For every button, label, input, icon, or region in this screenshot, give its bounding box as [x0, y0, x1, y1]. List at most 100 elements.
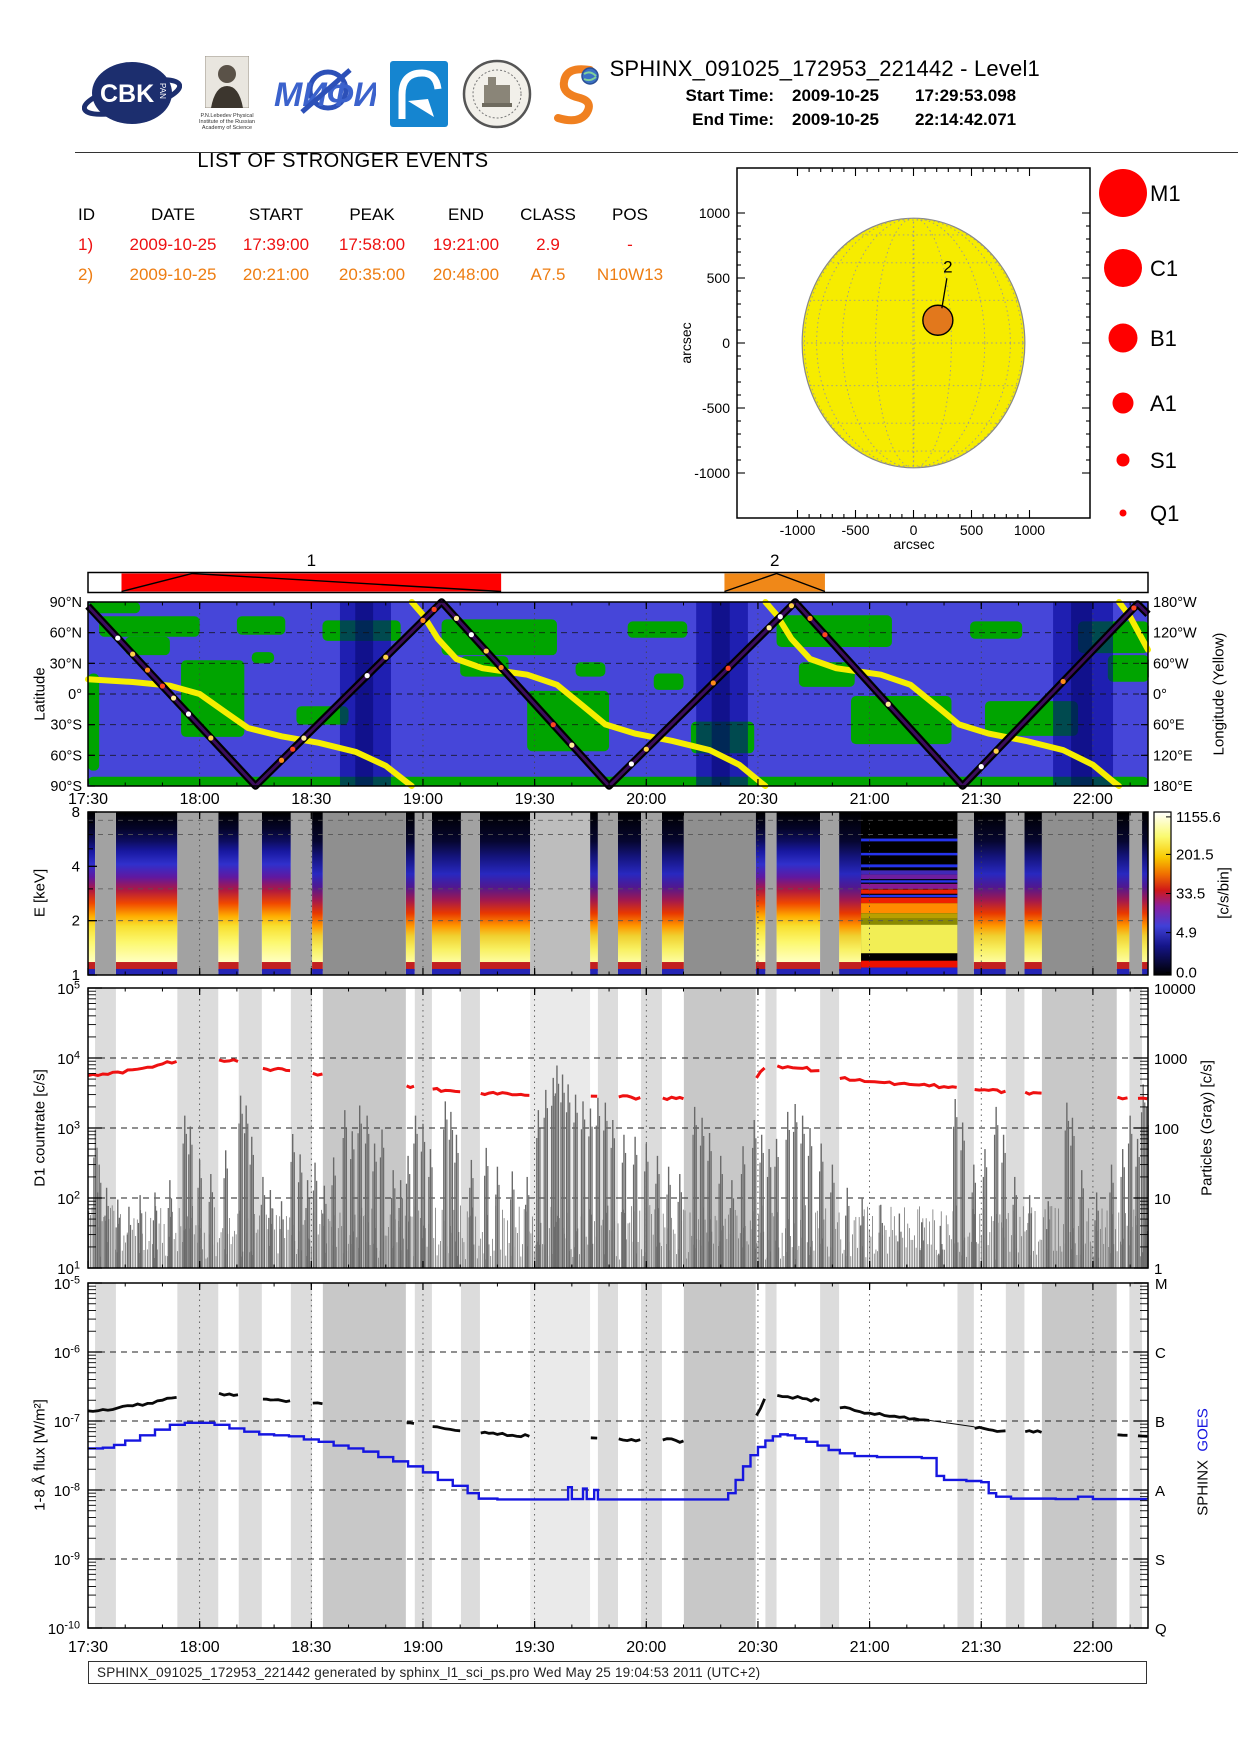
svg-text:1: 1	[307, 551, 316, 570]
pan-text: PAN	[158, 83, 167, 99]
flare-position-spot	[922, 304, 954, 336]
longitude-track	[762, 599, 1122, 789]
flux-panel: 10-5 10-6 10-7 10-8 10-9 10-10 M C B A S Q 17:30 18:0…	[48, 1274, 1168, 1656]
svg-text:30°S: 30°S	[50, 718, 82, 734]
svg-text:60°E: 60°E	[1153, 718, 1185, 734]
legend-circle-B1	[1108, 323, 1138, 353]
svg-text:0: 0	[910, 522, 918, 538]
svg-text:60°S: 60°S	[50, 748, 82, 764]
svg-text:B: B	[1155, 1414, 1165, 1431]
legend-circle-C1	[1104, 249, 1142, 287]
svg-text:2: 2	[72, 913, 80, 930]
map-ylabel: Latitude	[31, 667, 49, 721]
event-row: 2) 2009-10-25 20:21:00 20:35:00 20:48:00 A7.5…	[78, 265, 664, 284]
start-time-label: Start Time:	[685, 86, 775, 105]
svg-text:500: 500	[707, 270, 731, 286]
svg-text:120°W: 120°W	[1153, 626, 1197, 642]
svg-text:103: 103	[57, 1119, 80, 1138]
svg-text:10-8: 10-8	[54, 1481, 80, 1500]
svg-text:A: A	[1155, 1483, 1165, 1500]
svg-text:10-7: 10-7	[54, 1412, 80, 1431]
svg-text:21:00: 21:00	[850, 791, 890, 808]
svg-text:17:30: 17:30	[68, 791, 108, 808]
cbk-pan-logo: CBK PAN	[82, 61, 182, 124]
svg-text:19:30: 19:30	[515, 791, 555, 808]
lebedev-institute-logo: P.N.Lebedev Physical Institute of the Ru…	[196, 55, 258, 131]
svg-text:18:00: 18:00	[180, 1639, 220, 1656]
legend-circle-S1	[1116, 453, 1130, 467]
d1-countrate-curve	[87, 1058, 1148, 1102]
svg-text:100: 100	[1154, 1121, 1179, 1138]
flux-series-label: SPHINX GOES	[1195, 1408, 1212, 1516]
goes-series-label: GOES	[1194, 1408, 1212, 1452]
event-span-1	[121, 573, 502, 592]
svg-text:10-5: 10-5	[54, 1274, 80, 1293]
svg-text:10000: 10000	[1154, 981, 1196, 998]
svg-text:1000: 1000	[699, 205, 730, 221]
svg-text:101: 101	[57, 1259, 80, 1278]
svg-text:C1: C1	[1150, 256, 1178, 281]
svg-text:1000: 1000	[1154, 1051, 1187, 1068]
svg-text:201.5: 201.5	[1176, 846, 1214, 863]
colorbar-label: [c/s/bin]	[1215, 867, 1233, 919]
header-times: Start Time: 2009-10-25 17:29:53.098 End …	[600, 86, 1040, 134]
end-date: 2009-10-25	[792, 110, 879, 129]
particles-spikes	[93, 1065, 1149, 1268]
svg-text:A1: A1	[1150, 391, 1177, 416]
svg-text:60°W: 60°W	[1153, 656, 1189, 672]
svg-text:22:00: 22:00	[1073, 791, 1113, 808]
svg-text:M: M	[1155, 1276, 1168, 1293]
svg-text:S: S	[1155, 1552, 1165, 1569]
svg-text:20:00: 20:00	[626, 1639, 666, 1656]
svg-text:105: 105	[57, 979, 80, 998]
svg-text:180°W: 180°W	[1153, 595, 1197, 611]
svg-text:17:30: 17:30	[68, 1639, 108, 1656]
mephi-logo: МИФИ	[274, 67, 376, 114]
svg-text:M1: M1	[1150, 181, 1181, 206]
svg-text:10-9: 10-9	[54, 1550, 80, 1569]
svg-text:0: 0	[722, 335, 730, 351]
svg-text:10-10: 10-10	[48, 1619, 80, 1638]
footer: SPHINX_091025_172953_221442 generated by…	[88, 1661, 1147, 1684]
svg-text:2: 2	[943, 257, 952, 276]
sphinx-mission-logo	[554, 64, 599, 124]
svg-text:19:30: 19:30	[515, 1639, 555, 1656]
header-divider	[75, 152, 1238, 153]
events-table: ID DATE START PEAK END CLASS POS 1) 2009-10-25 17…	[78, 200, 676, 290]
svg-text:20:30: 20:30	[738, 791, 778, 808]
svg-text:20:00: 20:00	[626, 791, 666, 808]
flux-ylabel: 1-8 Å flux [W/m²]	[31, 1399, 49, 1511]
svg-text:0°: 0°	[1153, 687, 1167, 703]
legend-circle-M1	[1099, 169, 1147, 217]
svg-text:10: 10	[1154, 1191, 1171, 1208]
svg-text:21:30: 21:30	[961, 791, 1001, 808]
svg-text:-1000: -1000	[780, 522, 816, 538]
svg-text:0.0: 0.0	[1176, 965, 1197, 982]
svg-text:18:30: 18:30	[291, 791, 331, 808]
svg-text:30°N: 30°N	[50, 656, 82, 672]
svg-text:20:30: 20:30	[738, 1639, 778, 1656]
svg-text:1155.6: 1155.6	[1176, 809, 1221, 826]
svg-text:-500: -500	[702, 400, 730, 416]
spectrogram-colorbar: 1155.6 201.5 33.5 4.9 0.0	[1153, 809, 1221, 982]
spectrogram-panel: 8 4 2 1	[72, 804, 1149, 984]
svg-text:19:00: 19:00	[403, 791, 443, 808]
events-list-title: LIST OF STRONGER EVENTS	[197, 150, 489, 172]
svg-text:-1000: -1000	[694, 465, 730, 481]
start-date: 2009-10-25	[792, 86, 879, 105]
header-logos: CBK PAN P.N.Lebedev Physical Institute o…	[82, 55, 602, 131]
svg-text:60°N: 60°N	[50, 626, 82, 642]
end-time-label: End Time:	[692, 110, 774, 129]
svg-text:18:00: 18:00	[180, 791, 220, 808]
svg-text:18:30: 18:30	[291, 1639, 331, 1656]
svg-text:Q1: Q1	[1150, 501, 1179, 526]
sphinx-series-label: SPHINX	[1194, 1459, 1212, 1516]
svg-text:22:00: 22:00	[1073, 1639, 1113, 1656]
svg-text:180°E: 180°E	[1153, 779, 1193, 795]
event-row: 1) 2009-10-25 17:39:00 17:58:00 19:21:00 2.9-	[78, 235, 633, 254]
svg-text:120°E: 120°E	[1153, 748, 1193, 764]
goes-curve	[88, 1421, 1149, 1501]
flare-class-legend: M1 C1 B1 A1 S1 Q1	[1099, 169, 1181, 526]
